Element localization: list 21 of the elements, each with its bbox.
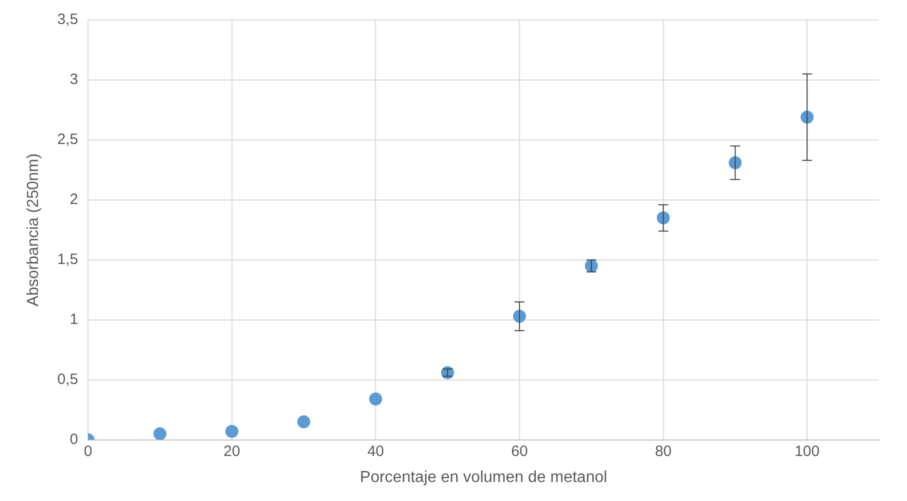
x-tick-label: 80 — [654, 442, 672, 460]
y-tick-label: 3 — [70, 71, 78, 88]
point — [225, 424, 238, 438]
point — [153, 427, 166, 440]
x-tick-label: 0 — [84, 442, 92, 460]
y-tick-label: 2,5 — [57, 131, 78, 148]
x-tick-label: 60 — [511, 442, 528, 460]
x-tick-label: 20 — [224, 442, 240, 460]
x-tick-label: 40 — [367, 442, 384, 460]
point — [369, 392, 382, 406]
x-tick-label: 100 — [794, 442, 820, 460]
x-axis-title: Porcentaje en volumen de metanol — [360, 468, 608, 486]
y-tick-label: 3,5 — [57, 11, 78, 28]
y-tick-label: 0 — [70, 430, 78, 448]
point — [297, 415, 310, 428]
y-axis-title: Absorbancia (250nm) — [25, 153, 42, 306]
y-tick-label: 1,5 — [57, 251, 78, 268]
y-tick-label: 0,5 — [57, 370, 78, 388]
point — [441, 366, 454, 380]
y-tick-label: 2 — [70, 191, 78, 208]
y-tick-label: 1 — [70, 311, 78, 328]
